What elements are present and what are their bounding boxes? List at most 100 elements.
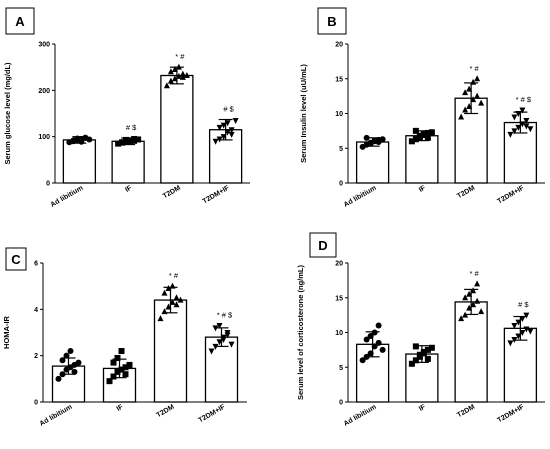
y-axis-label: Serum Insulin level (uU/mL) <box>299 64 308 163</box>
data-point <box>78 138 85 145</box>
data-point <box>228 127 235 134</box>
y-tick-label: 0 <box>339 181 343 188</box>
panel-letter-box <box>5 247 27 271</box>
y-tick-label: 10 <box>335 330 343 337</box>
data-point <box>118 366 125 373</box>
panel-letter-box <box>317 7 347 35</box>
y-tick-label: 5 <box>339 146 343 153</box>
data-point <box>363 353 370 360</box>
data-point <box>359 357 366 364</box>
significance-label: * # $ <box>217 311 233 320</box>
data-point <box>519 330 526 336</box>
data-point <box>367 332 374 339</box>
data-point <box>424 129 431 136</box>
data-point <box>462 106 469 113</box>
y-tick-label: 15 <box>335 295 343 302</box>
chart-panel-c: C 0 2 4 6 HOMA-IR Ad libitium IF * # T2DM * # $ T2D… <box>2 247 247 428</box>
data-point <box>55 375 62 382</box>
x-tick-label: Ad libitium <box>39 404 74 428</box>
data-point <box>379 346 386 353</box>
data-point <box>466 85 473 92</box>
data-point <box>114 368 121 375</box>
data-point <box>507 340 514 347</box>
panel-letter-box <box>5 7 35 35</box>
panel-letter: B <box>327 14 336 29</box>
significance-label: # $ <box>126 123 137 132</box>
data-point <box>478 99 485 106</box>
data-point <box>466 103 473 110</box>
x-tick-label: IF <box>116 403 126 413</box>
data-point <box>371 329 378 336</box>
data-point <box>527 126 534 133</box>
y-tick-label: 200 <box>38 88 50 95</box>
data-point <box>224 129 231 136</box>
data-point <box>228 341 235 348</box>
chart-panel-a: A 0 100 200 300 Serum glucose level (mg/dL) Ad… <box>3 7 250 209</box>
y-axis-label: Serum glucose level (mg/dL) <box>3 62 12 165</box>
data-point <box>67 348 74 355</box>
data-point <box>466 290 473 297</box>
data-point <box>412 136 419 143</box>
data-point <box>224 120 231 127</box>
x-tick-label: IF <box>418 184 428 194</box>
chart-panel-d: D 0 5 10 15 20 Serum level of corticosterone (… <box>296 232 545 428</box>
data-point <box>470 287 477 294</box>
y-axis-label: Serum level of corticosterone (ng/mL) <box>296 264 305 400</box>
data-point <box>470 96 477 103</box>
significance-label: * # <box>169 271 179 280</box>
data-point <box>511 323 518 330</box>
x-tick-label: T2DM <box>155 404 175 420</box>
data-point <box>171 75 178 82</box>
bar <box>204 336 239 403</box>
data-point <box>122 371 129 378</box>
data-point <box>179 70 186 77</box>
data-point <box>515 333 522 340</box>
x-tick-label: T2DM <box>456 185 476 201</box>
data-point <box>462 89 469 96</box>
data-point <box>466 304 473 311</box>
data-point <box>106 378 113 385</box>
data-point <box>424 346 431 353</box>
data-point <box>412 127 419 134</box>
y-axis-label: HOMA-IR <box>2 315 11 348</box>
data-point <box>515 124 522 131</box>
data-point <box>110 373 117 380</box>
data-point <box>212 325 219 332</box>
data-point <box>157 315 164 322</box>
chart-panel-b: B 0 5 10 15 20 Serum Insulin level (uU/mL) Ad l… <box>299 7 545 209</box>
data-point <box>126 361 133 368</box>
data-point <box>519 121 526 128</box>
data-point <box>115 140 122 147</box>
data-point <box>220 336 227 343</box>
x-tick-label: Ad libitium <box>343 404 378 428</box>
data-point <box>167 68 174 75</box>
data-point <box>470 301 477 308</box>
data-point <box>375 322 382 329</box>
bar <box>111 140 145 184</box>
data-point <box>507 131 514 138</box>
data-point <box>428 129 435 136</box>
data-point <box>416 132 423 139</box>
data-point <box>212 343 219 350</box>
data-point <box>515 319 522 326</box>
data-point <box>363 134 370 141</box>
data-point <box>208 348 215 355</box>
x-tick-label: IF <box>124 184 134 194</box>
data-point <box>59 357 66 364</box>
data-point <box>161 308 168 315</box>
data-point <box>220 122 227 129</box>
y-tick-label: 0 <box>46 181 50 188</box>
bar <box>51 365 86 403</box>
bar <box>62 139 97 184</box>
data-point <box>474 297 481 304</box>
data-point <box>408 138 415 145</box>
data-point <box>114 354 121 361</box>
data-point <box>363 336 370 343</box>
data-point <box>220 134 227 141</box>
panel-letter: A <box>15 14 25 29</box>
data-point <box>474 75 481 82</box>
y-tick-label: 20 <box>335 261 343 268</box>
data-point <box>161 289 168 296</box>
data-point <box>228 131 235 138</box>
data-point <box>424 134 431 141</box>
